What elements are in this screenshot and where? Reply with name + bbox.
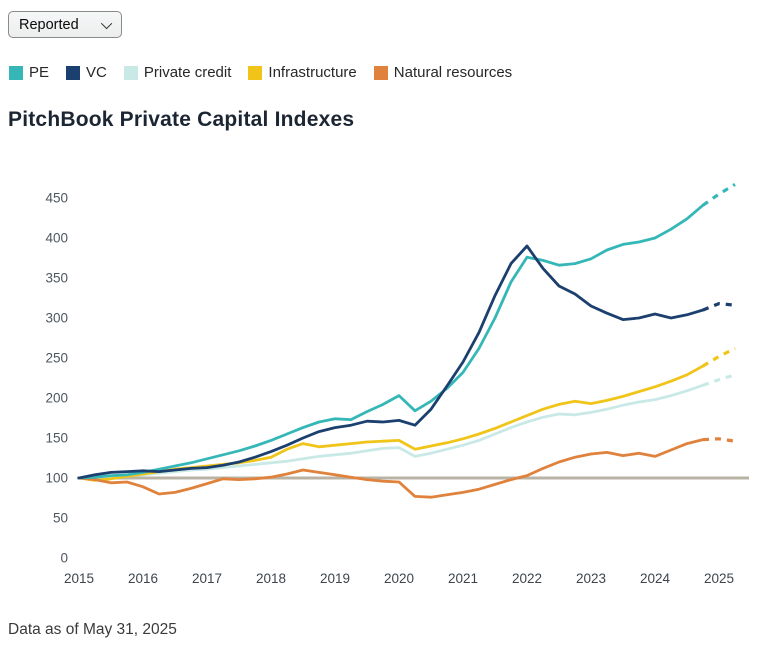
y-tick-label: 50 [53, 511, 68, 526]
private-credit-line-dashed [702, 373, 736, 387]
x-tick-label: 2022 [512, 571, 542, 586]
chart-title: PitchBook Private Capital Indexes [8, 108, 355, 131]
reported-dropdown-value: Reported [19, 16, 79, 33]
private-credit-swatch-icon [123, 65, 138, 80]
legend-label-pe: PE [29, 64, 50, 81]
y-tick-label: 200 [45, 391, 68, 406]
natural-resources-swatch-icon [373, 65, 388, 80]
pe-line-dashed [702, 183, 736, 207]
chevron-down-icon [100, 17, 113, 29]
legend-label-private-credit: Private credit [143, 64, 232, 81]
line-chart: 0 50 100 150 200 250 300 350 400 450 2015 2016 2017 2… [45, 183, 749, 586]
y-tick-label: 100 [45, 471, 68, 486]
x-tick-label: 2025 [704, 571, 734, 586]
natural-resources-line-dashed [702, 437, 736, 443]
x-tick-label: 2018 [256, 571, 286, 586]
y-tick-label: 0 [60, 551, 68, 566]
vc-line [77, 244, 705, 480]
legend-label-natural-resources: Natural resources [393, 64, 513, 81]
reported-dropdown[interactable]: Reported [8, 11, 122, 38]
legend-item-natural-resources: Natural resources [373, 64, 513, 81]
x-tick-label: 2017 [192, 571, 222, 586]
pe-line [77, 203, 705, 480]
private-credit-line [77, 383, 705, 480]
pe-swatch-icon [9, 65, 23, 80]
legend-label-infrastructure: Infrastructure [268, 64, 357, 81]
x-tick-label: 2019 [320, 571, 350, 586]
data-as-of-note: Data as of May 31, 2025 [8, 621, 177, 638]
y-tick-label: 300 [45, 311, 68, 326]
y-tick-label: 400 [45, 231, 68, 246]
natural-resources-line [77, 438, 705, 499]
legend-item-private-credit: Private credit [123, 64, 232, 81]
legend-label-vc: VC [86, 64, 107, 81]
infrastructure-line-dashed [702, 346, 736, 368]
x-tick-label: 2016 [128, 571, 158, 586]
x-tick-label: 2024 [640, 571, 671, 586]
infrastructure-line [77, 364, 705, 482]
vc-line-dashed [702, 301, 736, 312]
y-tick-label: 250 [45, 351, 68, 366]
infrastructure-swatch-icon [248, 65, 263, 80]
legend-item-vc: VC [66, 64, 107, 81]
y-tick-label: 450 [45, 191, 68, 206]
x-tick-label: 2015 [64, 571, 94, 586]
x-tick-label: 2020 [384, 571, 414, 586]
y-tick-label: 150 [45, 431, 68, 446]
x-tick-label: 2021 [448, 571, 478, 586]
legend-item-pe: PE [9, 64, 49, 81]
y-tick-label: 350 [45, 271, 68, 286]
legend-item-infrastructure: Infrastructure [248, 64, 357, 81]
legend: PE VC Private credit Infrastructure Natural … [9, 64, 529, 81]
chart-area: 0 50 100 150 200 250 300 350 400 450 2015 2016 2017 2… [0, 160, 771, 610]
vc-swatch-icon [66, 65, 81, 80]
x-tick-label: 2023 [576, 571, 606, 586]
